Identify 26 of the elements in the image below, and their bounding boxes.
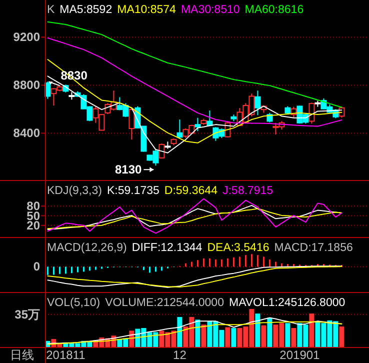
- series-label: MACD:17.1856: [274, 242, 353, 254]
- text: MA30:8510: [180, 4, 240, 16]
- annotation: 8130: [114, 162, 142, 177]
- y-tick-label: 8800: [13, 78, 40, 92]
- ref-line-label: 0: [33, 260, 40, 274]
- y-tick-label: 8400: [13, 126, 40, 140]
- text: MA60:8616: [244, 4, 304, 16]
- chart-title: MACD(12,26,9): [47, 242, 128, 254]
- text: MA10:8574: [117, 4, 177, 16]
- chart-title: VOL(5,10): [47, 297, 100, 309]
- series-label: J:58.7915: [222, 185, 273, 197]
- text: MA5:8592: [60, 4, 112, 16]
- y-tick-label: 9200: [13, 30, 40, 44]
- text: K:59.1735: [106, 185, 160, 197]
- text: DIFF:12.1344: [132, 242, 203, 254]
- chart-title: K: [47, 4, 55, 16]
- series-label: D:59.3644: [164, 185, 218, 197]
- x-axis-title: 日线: [10, 348, 34, 362]
- x-tick-label: 12: [173, 348, 187, 362]
- series-label: DEA:3.5416: [207, 242, 270, 254]
- chart-title: KDJ(9,3,3): [47, 185, 102, 197]
- series-label: MAVOL1:245126.8000: [228, 297, 346, 309]
- x-tick-label: 201811: [46, 348, 86, 362]
- ref-line-label: 35万: [14, 307, 40, 322]
- x-tick-label: 201901: [280, 348, 320, 362]
- chart-subtitle: VOLUME:212544.0000: [105, 297, 224, 309]
